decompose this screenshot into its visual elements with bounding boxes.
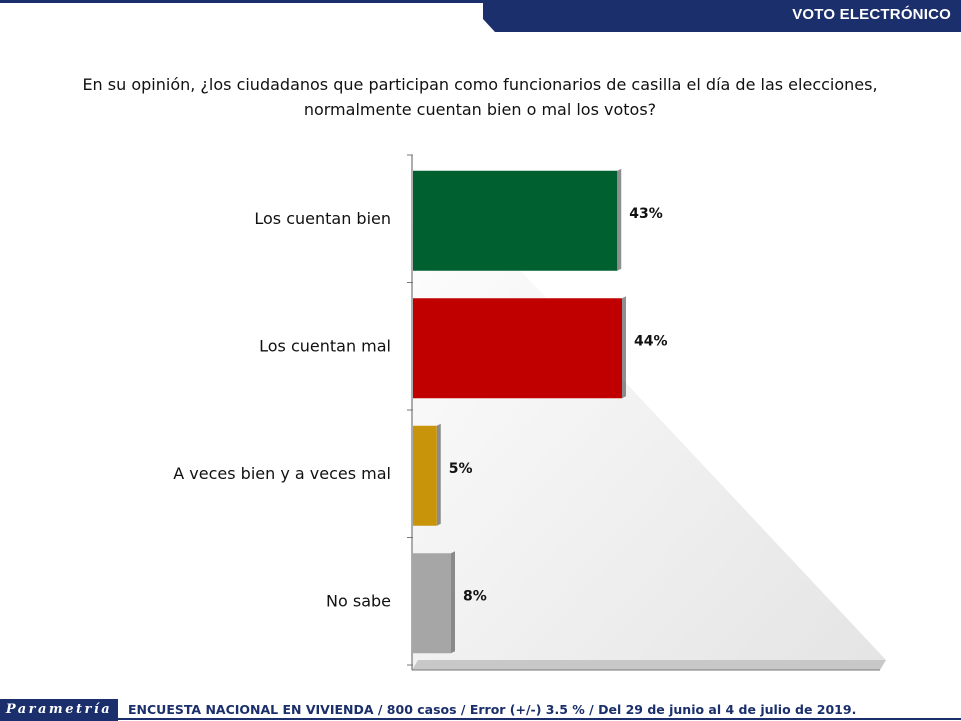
source-note: ENCUESTA NACIONAL EN VIVIENDA / 800 caso… <box>128 702 857 717</box>
value-label: 44% <box>634 333 668 349</box>
category-labels: Los cuentan bien Los cuentan mal A veces b… <box>173 209 391 611</box>
footer-rule <box>118 718 961 720</box>
bar-face <box>413 425 437 526</box>
question-line-1: En su opinión, ¿los ciudadanos que parti… <box>82 75 878 94</box>
survey-question: En su opinión, ¿los ciudadanos que parti… <box>30 72 930 122</box>
chart-floor <box>412 660 886 670</box>
parametria-logo: Parametría <box>0 699 118 721</box>
bar-2 <box>413 296 626 399</box>
bar-face <box>413 170 618 271</box>
value-labels: 43% 44% 5% 8% <box>449 206 668 605</box>
category-label: A veces bien y a veces mal <box>173 464 391 483</box>
bar-side <box>436 423 441 526</box>
bar-face <box>413 553 451 654</box>
category-label: Los cuentan bien <box>254 209 391 228</box>
value-label: 43% <box>629 206 663 222</box>
question-line-2: normalmente cuentan bien o mal los votos… <box>303 100 657 119</box>
value-label: 5% <box>449 461 473 477</box>
axis-ticks <box>407 154 413 666</box>
section-banner <box>483 3 961 32</box>
section-title: VOTO ELECTRÓNICO <box>792 6 951 23</box>
chart-wall <box>412 155 886 670</box>
bar-1 <box>413 168 622 271</box>
bar-4 <box>413 551 455 654</box>
bar-face <box>413 298 622 399</box>
category-label: No sabe <box>326 591 391 610</box>
value-label: 8% <box>463 588 487 604</box>
bar-side <box>451 551 455 654</box>
bar-series <box>413 168 626 654</box>
bar-side <box>622 296 626 399</box>
chart-frame <box>411 155 886 671</box>
bar-side <box>617 168 622 271</box>
bar-3 <box>413 423 441 526</box>
top-rule <box>0 0 961 3</box>
category-label: Los cuentan mal <box>259 336 391 355</box>
